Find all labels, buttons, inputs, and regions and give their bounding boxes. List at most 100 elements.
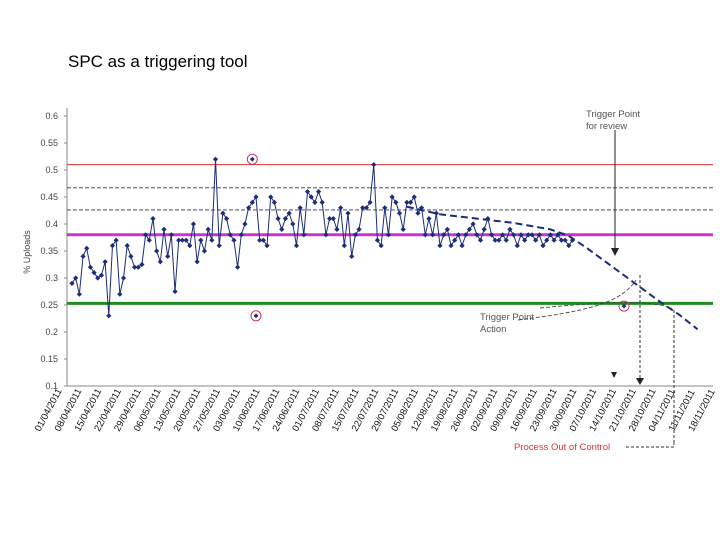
annotation-action-leader (517, 279, 637, 321)
data-point (433, 210, 439, 216)
data-point (168, 232, 174, 238)
data-point (536, 232, 542, 238)
data-point (198, 237, 204, 243)
data-point (268, 194, 274, 200)
data-point (216, 243, 222, 249)
y-tick-label: 0.5 (45, 165, 58, 175)
data-point (374, 237, 381, 243)
data-point (312, 199, 318, 205)
data-point (488, 232, 495, 238)
data-point (341, 243, 347, 249)
data-point (533, 237, 539, 243)
data-point (260, 237, 266, 243)
data-point (187, 243, 193, 249)
data-point (430, 232, 436, 238)
data-point (363, 205, 369, 211)
data-point (279, 226, 285, 232)
highlighted-point-ring (250, 310, 262, 322)
data-point (257, 237, 263, 243)
data-point (452, 237, 458, 243)
annotation-action-line1: Trigger Point (480, 312, 534, 323)
annotation-action-leader-2 (539, 302, 673, 309)
data-point (393, 199, 399, 205)
data-point (209, 237, 215, 243)
data-point (201, 248, 208, 254)
data-point (345, 210, 351, 216)
y-tick-label: 0.4 (45, 219, 58, 229)
data-point (499, 232, 506, 238)
data-point (352, 232, 358, 238)
data-point (540, 243, 546, 249)
data-point (91, 270, 97, 276)
data-point (271, 199, 277, 205)
y-tick-label: 0.3 (45, 273, 58, 283)
data-point (547, 232, 553, 238)
data-point (220, 210, 226, 216)
data-point (223, 216, 230, 222)
data-point (290, 221, 296, 227)
y-tick-label: 0.55 (40, 138, 58, 148)
data-point (514, 243, 520, 249)
data-point (242, 221, 248, 227)
data-point (330, 216, 336, 222)
annotation-review-line2: for review (586, 121, 627, 132)
data-point (411, 194, 417, 200)
data-point (275, 216, 281, 222)
data-point (98, 272, 105, 278)
data-point (569, 237, 576, 243)
data-point (73, 275, 79, 281)
data-point (157, 259, 163, 265)
data-point (264, 243, 270, 249)
data-point (396, 210, 403, 216)
data-point (319, 199, 325, 205)
data-point (470, 221, 476, 227)
data-point (315, 189, 322, 195)
data-point (87, 264, 93, 270)
data-point (404, 199, 410, 205)
y-tick-label: 0.1 (45, 381, 58, 391)
y-tick-label: 0.45 (40, 192, 58, 202)
highlighted-point (249, 156, 255, 162)
data-point (179, 237, 185, 243)
data-point (120, 275, 127, 281)
data-point (301, 232, 307, 238)
data-point (172, 288, 178, 295)
data-point (529, 232, 535, 238)
data-point (80, 253, 86, 259)
data-point (194, 259, 200, 265)
data-point (76, 291, 82, 297)
data-point (176, 237, 182, 243)
highlighted-point-ring (246, 153, 258, 165)
data-point (466, 226, 473, 232)
data-point (308, 194, 314, 200)
data-point (304, 189, 311, 195)
data-point (246, 205, 252, 211)
data-point (378, 243, 384, 249)
y-tick-label: 0.35 (40, 246, 58, 256)
data-point (448, 243, 454, 249)
data-point (69, 280, 75, 286)
data-point (525, 232, 531, 238)
data-point (481, 226, 487, 232)
data-point (367, 199, 373, 205)
annotation-out-of-control: Process Out of Control (514, 442, 610, 453)
data-point (338, 205, 344, 211)
data-point (212, 156, 219, 162)
data-point (389, 194, 395, 200)
data-point (131, 264, 138, 270)
data-point (327, 216, 333, 222)
data-point (426, 216, 432, 222)
data-point (441, 232, 447, 238)
data-point (437, 243, 443, 249)
data-point (400, 226, 406, 232)
data-point (507, 226, 513, 232)
data-point (102, 259, 108, 265)
data-point (109, 243, 116, 249)
data-point (249, 199, 255, 205)
data-point (455, 232, 461, 238)
y-tick-label: 0.6 (45, 111, 58, 121)
y-tick-label: 0.2 (45, 327, 58, 337)
x-axis-ticks: 01/04/201108/04/201115/04/201122/04/2011… (33, 387, 718, 434)
data-point (485, 216, 491, 222)
data-point (566, 243, 572, 249)
